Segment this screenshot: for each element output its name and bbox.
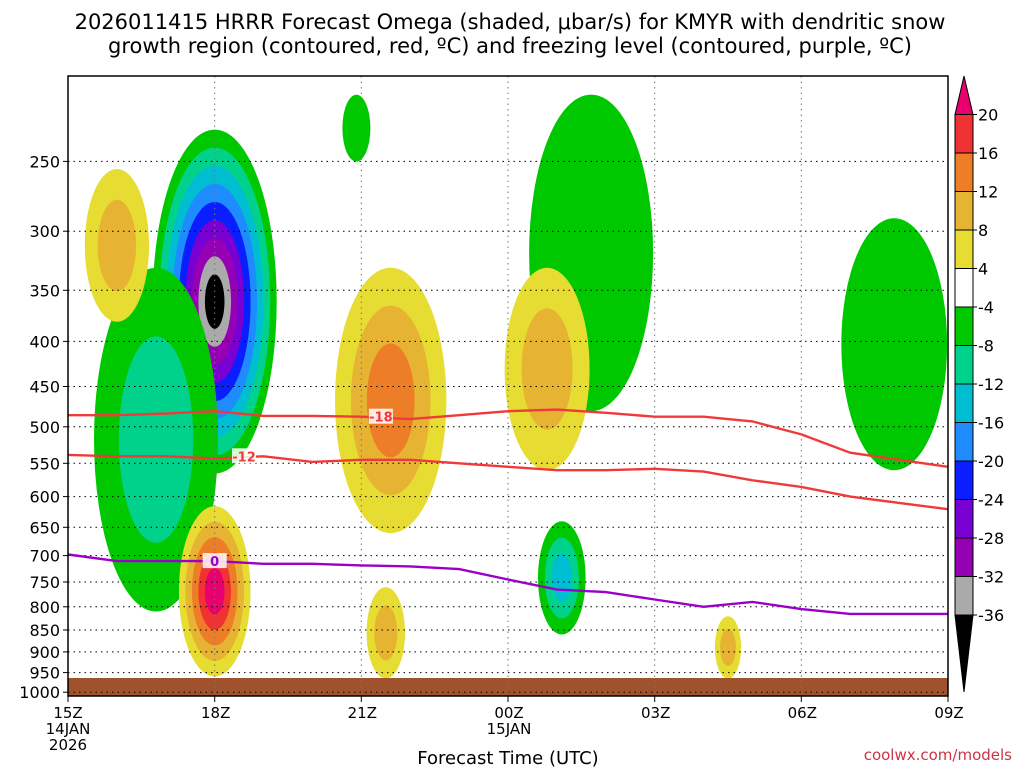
y-axis: 250 300 350 400 450 500 550 600 650 700 750 800 850 9… bbox=[19, 152, 68, 702]
omega-region-downward-low-band bbox=[366, 587, 405, 679]
omega-region-downward-low-right bbox=[714, 616, 742, 679]
y-tick-label-450: 450 bbox=[29, 378, 60, 397]
omega-level--4 bbox=[841, 218, 948, 471]
x-tick-label-3-0: 00Z bbox=[494, 704, 523, 722]
y-tick-label-400: 400 bbox=[29, 332, 60, 351]
title-line-2: growth region (contoured, red, ºC) and f… bbox=[108, 34, 912, 58]
omega-level-20 bbox=[204, 568, 225, 615]
omega-region-downward-low-mid-left bbox=[178, 506, 251, 677]
contour-dgz-minus12-label: -12 bbox=[232, 450, 256, 465]
colorbar-bottom-arrow bbox=[954, 614, 974, 693]
colorbar-swatch-10 bbox=[954, 460, 974, 500]
colorbar-label-9: -20 bbox=[978, 452, 1004, 471]
x-tick-label-4-0: 03Z bbox=[641, 704, 670, 722]
contour-freezing-level-label-bg bbox=[202, 553, 227, 569]
y-tick-label-750: 750 bbox=[29, 573, 60, 592]
contour-dgz-minus12-label-bg bbox=[232, 448, 256, 464]
colorbar-label-8: -16 bbox=[978, 414, 1004, 433]
colorbar-label-7: -12 bbox=[978, 375, 1004, 394]
colorbar-swatch-12 bbox=[954, 537, 974, 577]
colorbar: 20 16 12 8 4 -4 -8 -12 -16 -20 -24 -28 -32 -36 bbox=[954, 75, 1004, 693]
colorbar-swatch-3 bbox=[954, 191, 974, 231]
colorbar-swatch-4 bbox=[954, 229, 974, 269]
y-tick-label-600: 600 bbox=[29, 488, 60, 507]
omega-region-downward-right-mid bbox=[504, 267, 590, 471]
title-line-1: 2026011415 HRRR Forecast Omega (shaded, … bbox=[75, 10, 946, 34]
x-tick-label-0-1: 14JAN bbox=[46, 720, 91, 738]
colorbar-swatch-6 bbox=[954, 306, 974, 346]
colorbar-label-1: 16 bbox=[978, 144, 998, 163]
title: 2026011415 HRRR Forecast Omega (shaded, … bbox=[75, 10, 946, 58]
x-tick-label-6-0: 09Z bbox=[934, 704, 963, 722]
colorbar-swatch-11 bbox=[954, 499, 974, 539]
colorbar-swatch-5 bbox=[954, 268, 974, 308]
contours: -12 -18 0 bbox=[68, 408, 948, 616]
contour-dgz-minus18-label: -18 bbox=[369, 411, 393, 426]
x-tick-label-3-1: 15JAN bbox=[487, 720, 532, 738]
omega-level-12 bbox=[366, 343, 415, 458]
y-tick-label-550: 550 bbox=[29, 454, 60, 473]
omega-shading bbox=[84, 94, 948, 679]
y-tick-label-800: 800 bbox=[29, 598, 60, 617]
contour-dgz-minus18-line bbox=[68, 408, 948, 468]
omega-region-upward-low-mid bbox=[538, 521, 586, 635]
x-tick-label-1-0: 18Z bbox=[201, 704, 230, 722]
colorbar-swatch-1 bbox=[954, 114, 974, 154]
credit-label: coolwx.com/models bbox=[864, 746, 1012, 764]
colorbar-label-13: -36 bbox=[978, 606, 1004, 625]
y-tick-label-850: 850 bbox=[29, 621, 60, 640]
omega-level--12 bbox=[551, 553, 572, 603]
y-tick-label-1000: 1000 bbox=[19, 683, 60, 702]
contour-dgz-minus12-line bbox=[68, 453, 948, 511]
omega-region-upward-band-left bbox=[94, 267, 218, 612]
colorbar-label-11: -28 bbox=[978, 529, 1004, 548]
colorbar-label-4: 4 bbox=[978, 260, 988, 279]
y-tick-label-250: 250 bbox=[29, 152, 60, 171]
plot-area: -12 -18 0 bbox=[68, 76, 948, 696]
y-tick-label-500: 500 bbox=[29, 418, 60, 437]
colorbar-label-10: -24 bbox=[978, 491, 1004, 510]
contour-dgz-minus12: -12 bbox=[68, 448, 948, 511]
omega-level--4 bbox=[342, 94, 371, 162]
x-tick-label-0-2: 2026 bbox=[49, 736, 87, 754]
omega-level-8 bbox=[521, 308, 573, 430]
contour-freezing-level-label: 0 bbox=[210, 555, 219, 570]
y-tick-label-950: 950 bbox=[29, 664, 60, 683]
omega-region-downward-upper-left bbox=[84, 169, 149, 322]
contour-dgz-minus18-label-bg bbox=[368, 408, 393, 424]
colorbar-label-2: 12 bbox=[978, 183, 998, 202]
grid bbox=[68, 76, 948, 696]
colorbar-top-arrow bbox=[954, 75, 974, 115]
y-tick-label-900: 900 bbox=[29, 643, 60, 662]
y-tick-label-350: 350 bbox=[29, 281, 60, 300]
omega-level--8 bbox=[118, 336, 194, 543]
colorbar-label-5: -4 bbox=[978, 298, 994, 317]
colorbar-label-0: 20 bbox=[978, 106, 998, 125]
y-tick-label-650: 650 bbox=[29, 518, 60, 537]
x-axis-label: Forecast Time (UTC) bbox=[417, 748, 598, 768]
colorbar-swatch-2 bbox=[954, 152, 974, 192]
contour-freezing-level: 0 bbox=[68, 553, 948, 616]
colorbar-swatch-13 bbox=[954, 576, 974, 616]
y-tick-label-700: 700 bbox=[29, 547, 60, 566]
omega-region-upward-right-edge bbox=[841, 218, 948, 471]
colorbar-swatch-7 bbox=[954, 345, 974, 385]
colorbar-swatch-8 bbox=[954, 383, 974, 423]
omega-level-8 bbox=[97, 199, 137, 292]
y-tick-label-300: 300 bbox=[29, 222, 60, 241]
colorbar-label-6: -8 bbox=[978, 337, 994, 356]
omega-region-downward-mid bbox=[335, 267, 447, 534]
x-tick-label-5-0: 06Z bbox=[788, 704, 817, 722]
x-tick-label-0-0: 15Z bbox=[53, 704, 82, 722]
colorbar-label-3: 8 bbox=[978, 221, 988, 240]
colorbar-label-12: -32 bbox=[978, 568, 1004, 587]
colorbar-swatch-9 bbox=[954, 422, 974, 462]
contour-dgz-minus18: -18 bbox=[68, 408, 948, 468]
x-tick-label-2-0: 21Z bbox=[348, 704, 377, 722]
omega-level-8 bbox=[720, 628, 736, 667]
omega-level-8 bbox=[374, 605, 398, 661]
omega-region-upward-upper-mid bbox=[342, 94, 371, 162]
